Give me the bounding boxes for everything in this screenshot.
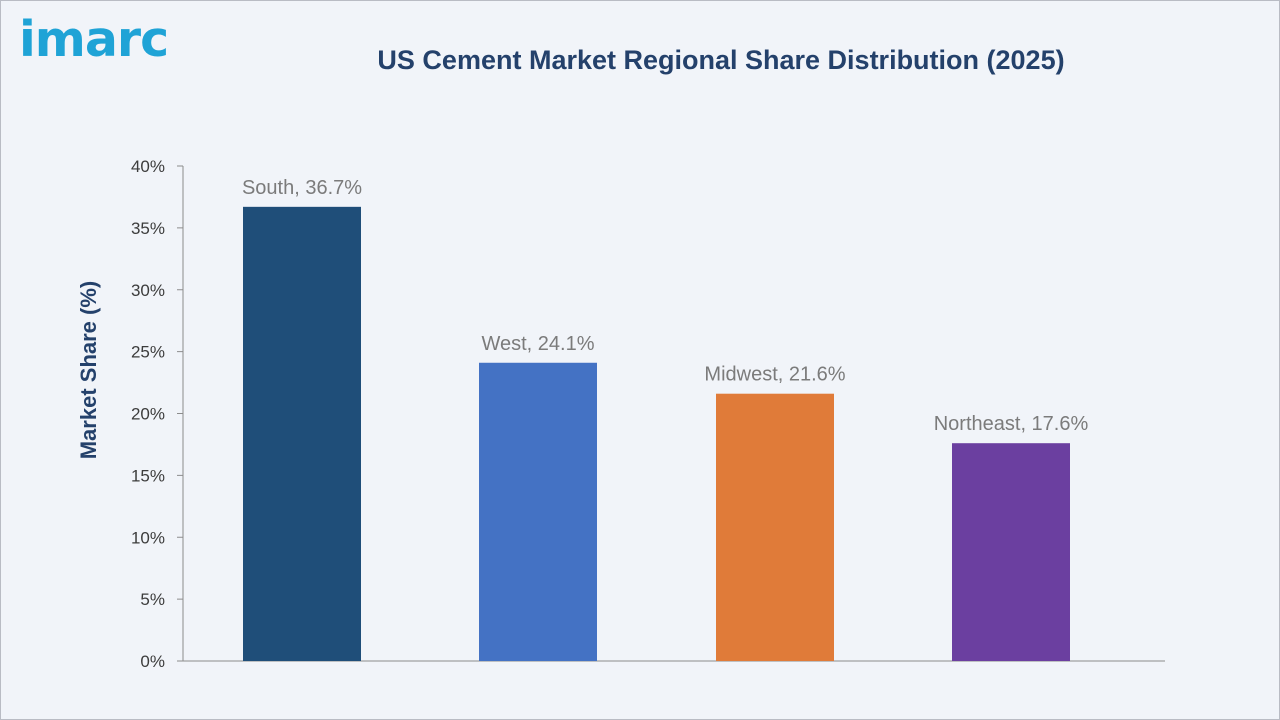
imarc-logo: imarc — [19, 15, 219, 85]
y-axis: 0% 5% 10% 15% 20% 25% 30% 35% 40% — [131, 157, 184, 671]
y-tick-label: 10% — [131, 528, 165, 547]
bars — [243, 206, 1070, 661]
y-tick-label: 5% — [140, 590, 165, 609]
bar-south — [243, 206, 361, 661]
bar-northeast — [952, 443, 1070, 661]
bar-west — [479, 362, 597, 661]
y-tick-label: 35% — [131, 219, 165, 238]
bar-midwest — [716, 393, 834, 661]
logo-text: imarc — [19, 11, 169, 68]
data-label-west: West, 24.1% — [481, 333, 594, 355]
y-tick-label: 40% — [131, 157, 165, 176]
data-labels: South, 36.7% West, 24.1% Midwest, 21.6% Nor… — [242, 177, 1089, 435]
y-tick-label: 15% — [131, 466, 165, 485]
data-label-midwest: Midwest, 21.6% — [704, 364, 845, 386]
chart-title: US Cement Market Regional Share Distribu… — [377, 45, 1065, 75]
y-tick-label: 25% — [131, 343, 165, 362]
data-label-northeast: Northeast, 17.6% — [934, 413, 1089, 435]
y-axis-label: Market Share (%) — [76, 281, 101, 460]
y-tick-label: 30% — [131, 281, 165, 300]
y-tick-label: 0% — [140, 652, 165, 671]
data-label-south: South, 36.7% — [242, 177, 362, 199]
y-tick-label: 20% — [131, 405, 165, 424]
